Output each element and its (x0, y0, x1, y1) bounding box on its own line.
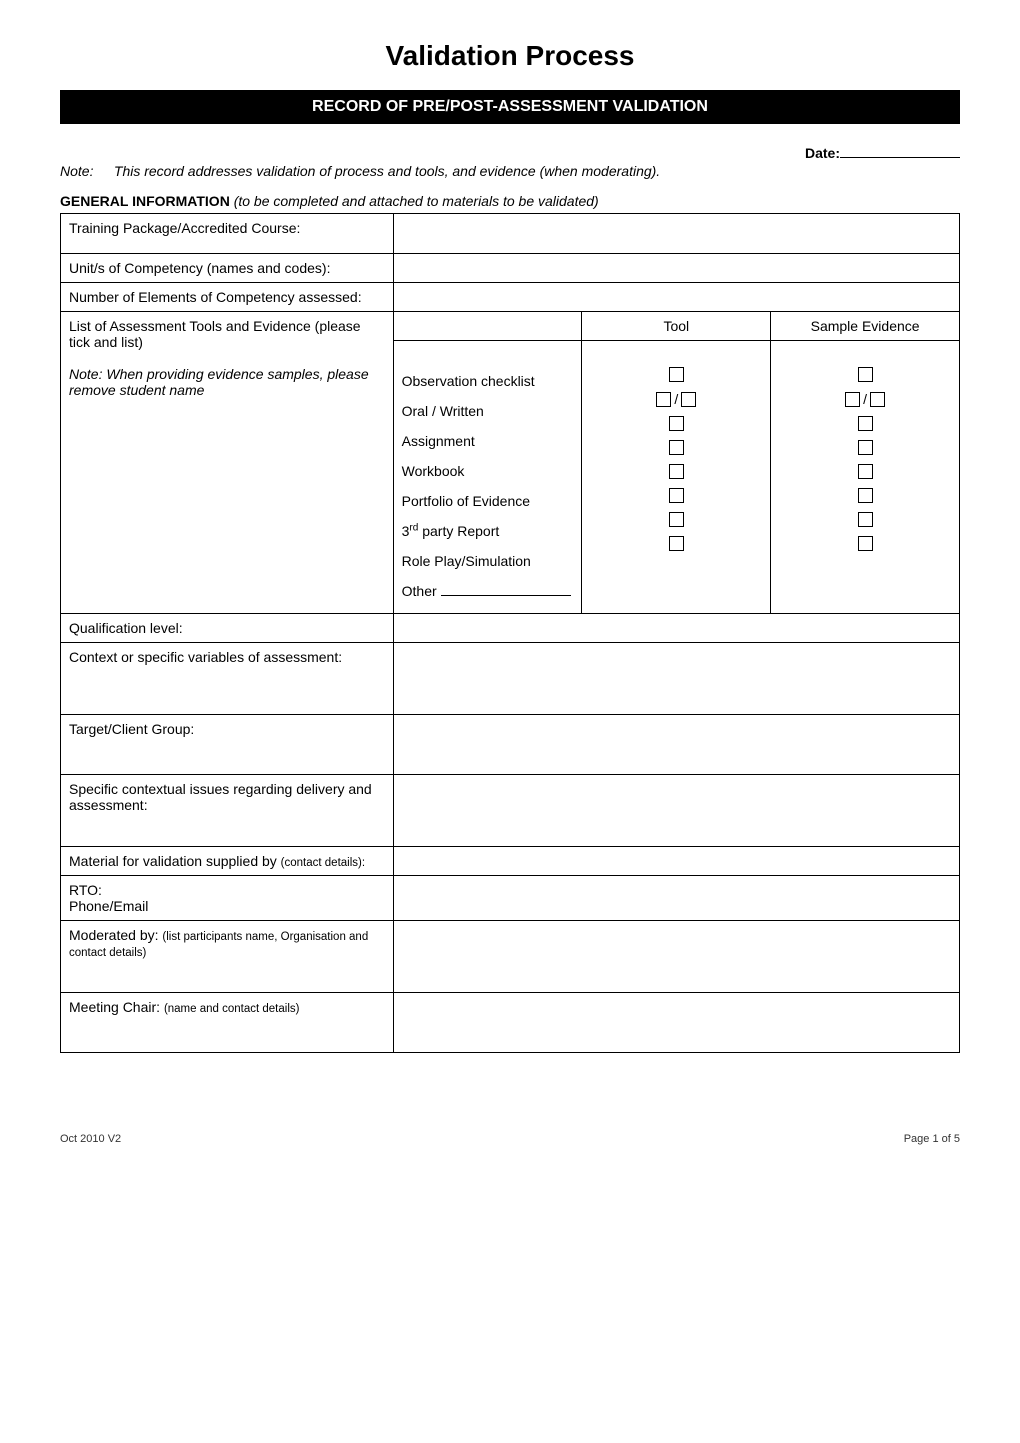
value-target-group[interactable] (393, 715, 959, 775)
checkbox-evidence-role-play[interactable] (858, 512, 873, 527)
checkbox-tool-workbook[interactable] (669, 440, 684, 455)
label-rto-phone: RTO: Phone/Email (61, 876, 394, 921)
section-title-italic: (to be completed and attached to materia… (230, 193, 599, 209)
table-row: Context or specific variables of assessm… (61, 643, 960, 715)
date-row: Date: (60, 144, 960, 161)
note-line: Note: This record addresses validation o… (60, 163, 960, 179)
note-label: Note: (60, 163, 110, 179)
checkbox-tool-assignment[interactable] (669, 416, 684, 431)
checkbox-evidence-assignment[interactable] (858, 416, 873, 431)
table-row: Target/Client Group: (61, 715, 960, 775)
other-blank-line[interactable] (441, 584, 571, 596)
tool-third-party: 3rd party Report (402, 517, 574, 545)
value-context-variables[interactable] (393, 643, 959, 715)
checkbox-evidence-written[interactable] (870, 392, 885, 407)
third-party-sup: rd (409, 522, 418, 533)
meeting-chair-main: Meeting Chair: (69, 999, 160, 1015)
page-footer: Oct 2010 V2 Page 1 of 5 (60, 1133, 960, 1145)
date-label: Date: (805, 145, 840, 161)
tools-blank-subheader (393, 312, 582, 341)
value-moderated-by[interactable] (393, 921, 959, 993)
tool-other: Other (402, 577, 574, 605)
moderated-by-main: Moderated by: (69, 927, 159, 943)
label-training-package: Training Package/Accredited Course: (61, 214, 394, 254)
checkbox-evidence-workbook[interactable] (858, 440, 873, 455)
label-moderated-by: Moderated by: (list participants name, O… (61, 921, 394, 993)
table-row: Unit/s of Competency (names and codes): (61, 254, 960, 283)
tool-observation: Observation checklist (402, 367, 574, 395)
checkbox-evidence-oral-written[interactable]: / (845, 391, 885, 407)
value-num-elements[interactable] (393, 283, 959, 312)
footer-left: Oct 2010 V2 (60, 1133, 121, 1145)
label-units-competency: Unit/s of Competency (names and codes): (61, 254, 394, 283)
phone-email-label: Phone/Email (69, 898, 385, 914)
table-row: List of Assessment Tools and Evidence (p… (61, 312, 960, 341)
table-row: Specific contextual issues regarding del… (61, 775, 960, 847)
material-supplied-main: Material for validation supplied by (69, 853, 277, 869)
section-title: GENERAL INFORMATION (to be completed and… (60, 193, 960, 209)
tool-list-cell: Observation checklist Oral / Written Ass… (393, 341, 582, 614)
section-title-bold: GENERAL INFORMATION (60, 193, 230, 209)
tool-role-play: Role Play/Simulation (402, 547, 574, 575)
footer-right: Page 1 of 5 (904, 1133, 960, 1145)
meeting-chair-small: (name and contact details) (164, 1003, 300, 1015)
checkbox-evidence-portfolio[interactable] (858, 464, 873, 479)
table-row: RTO: Phone/Email (61, 876, 960, 921)
col-header-tool: Tool (582, 312, 771, 341)
table-row: Training Package/Accredited Course: (61, 214, 960, 254)
third-party-post: party Report (418, 523, 499, 539)
tool-oral-written: Oral / Written (402, 397, 574, 425)
checkbox-tool-written[interactable] (681, 392, 696, 407)
tool-assignment: Assignment (402, 427, 574, 455)
value-meeting-chair[interactable] (393, 993, 959, 1053)
table-row: Material for validation supplied by (con… (61, 847, 960, 876)
value-contextual-issues[interactable] (393, 775, 959, 847)
label-tools-evidence: List of Assessment Tools and Evidence (p… (61, 312, 394, 614)
tool-checkbox-col: / (582, 341, 771, 614)
general-info-table: Training Package/Accredited Course: Unit… (60, 213, 960, 1053)
label-meeting-chair: Meeting Chair: (name and contact details… (61, 993, 394, 1053)
value-training-package[interactable] (393, 214, 959, 254)
note-text: This record addresses validation of proc… (114, 163, 660, 179)
label-material-supplied-by: Material for validation supplied by (con… (61, 847, 394, 876)
date-blank-line[interactable] (840, 144, 960, 158)
checkbox-tool-oral-written[interactable]: / (656, 391, 696, 407)
value-units-competency[interactable] (393, 254, 959, 283)
tools-label-line1: List of Assessment Tools and Evidence (p… (69, 318, 385, 350)
label-context-variables: Context or specific variables of assessm… (61, 643, 394, 715)
checkbox-tool-oral[interactable] (656, 392, 671, 407)
checkbox-tool-role-play[interactable] (669, 512, 684, 527)
page-title: Validation Process (60, 40, 960, 72)
checkbox-evidence-observation[interactable] (858, 367, 873, 382)
other-label: Other (402, 583, 437, 599)
checkbox-evidence-third-party[interactable] (858, 488, 873, 503)
header-bar: RECORD OF PRE/POST-ASSESSMENT VALIDATION (60, 90, 960, 124)
col-header-sample-evidence: Sample Evidence (771, 312, 960, 341)
label-qualification-level: Qualification level: (61, 614, 394, 643)
tool-workbook: Workbook (402, 457, 574, 485)
checkbox-tool-portfolio[interactable] (669, 464, 684, 479)
table-row: Meeting Chair: (name and contact details… (61, 993, 960, 1053)
tool-portfolio: Portfolio of Evidence (402, 487, 574, 515)
tools-label-note: Note: When providing evidence samples, p… (69, 366, 385, 398)
value-rto-phone[interactable] (393, 876, 959, 921)
checkbox-tool-third-party[interactable] (669, 488, 684, 503)
table-row: Qualification level: (61, 614, 960, 643)
label-num-elements: Number of Elements of Competency assesse… (61, 283, 394, 312)
rto-label: RTO: (69, 882, 385, 898)
checkbox-evidence-other[interactable] (858, 536, 873, 551)
label-target-group: Target/Client Group: (61, 715, 394, 775)
label-contextual-issues: Specific contextual issues regarding del… (61, 775, 394, 847)
table-row: Moderated by: (list participants name, O… (61, 921, 960, 993)
value-qualification-level[interactable] (393, 614, 959, 643)
checkbox-tool-other[interactable] (669, 536, 684, 551)
material-supplied-small: (contact details): (281, 857, 365, 869)
checkbox-evidence-oral[interactable] (845, 392, 860, 407)
value-material-supplied-by[interactable] (393, 847, 959, 876)
evidence-checkbox-col: / (771, 341, 960, 614)
checkbox-tool-observation[interactable] (669, 367, 684, 382)
table-row: Number of Elements of Competency assesse… (61, 283, 960, 312)
